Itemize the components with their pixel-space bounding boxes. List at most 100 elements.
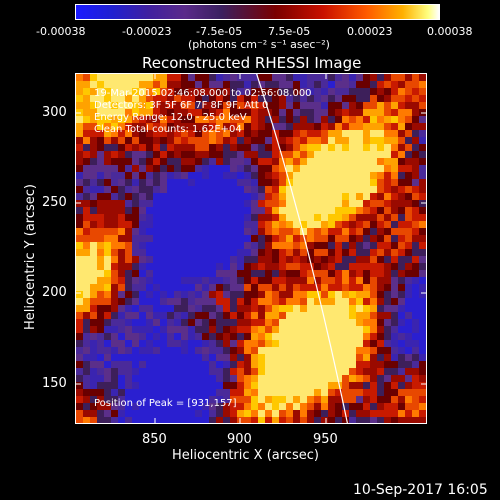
heatmap-cell xyxy=(223,319,230,326)
heatmap-cell xyxy=(279,417,286,423)
heatmap-cell xyxy=(237,123,244,130)
heatmap-cell xyxy=(146,95,153,102)
heatmap-cell xyxy=(216,291,223,298)
heatmap-cell xyxy=(265,284,272,291)
heatmap-cell xyxy=(202,312,209,319)
heatmap-cell xyxy=(146,165,153,172)
heatmap-cell xyxy=(174,235,181,242)
heatmap-cell xyxy=(139,396,146,403)
heatmap-cell xyxy=(377,291,384,298)
heatmap-cell xyxy=(356,277,363,284)
heatmap-cell xyxy=(223,95,230,102)
heatmap-cell xyxy=(237,130,244,137)
heatmap-cell xyxy=(272,221,279,228)
heatmap-cell xyxy=(209,403,216,410)
heatmap-cell xyxy=(307,333,314,340)
heatmap-cell xyxy=(125,382,132,389)
heatmap-cell xyxy=(83,242,90,249)
heatmap-cell xyxy=(104,298,111,305)
heatmap-cell xyxy=(97,270,104,277)
heatmap-cell xyxy=(237,109,244,116)
heatmap-cell xyxy=(181,144,188,151)
heatmap-cell xyxy=(230,368,237,375)
heatmap-cell xyxy=(244,249,251,256)
heatmap-cell xyxy=(307,165,314,172)
heatmap-cell xyxy=(195,396,202,403)
heatmap-cell xyxy=(251,389,258,396)
heatmap-cell xyxy=(391,137,398,144)
heatmap-cell xyxy=(258,403,265,410)
heatmap-cell xyxy=(258,102,265,109)
heatmap-cell xyxy=(188,158,195,165)
heatmap-cell xyxy=(125,242,132,249)
heatmap-cell xyxy=(405,396,412,403)
heatmap-cell xyxy=(153,347,160,354)
heatmap-cell xyxy=(321,319,328,326)
heatmap-cell xyxy=(237,410,244,417)
heatmap-cell xyxy=(314,74,321,81)
heatmap-cell xyxy=(314,347,321,354)
heatmap-cell xyxy=(90,144,97,151)
heatmap-cell xyxy=(118,172,125,179)
heatmap-cell xyxy=(279,109,286,116)
heatmap-cell xyxy=(76,340,83,347)
heatmap-cell xyxy=(258,74,265,81)
heatmap-cell xyxy=(314,116,321,123)
heatmap-cell xyxy=(111,95,118,102)
heatmap-cell xyxy=(202,319,209,326)
heatmap-cell xyxy=(174,137,181,144)
heatmap-cell xyxy=(342,319,349,326)
heatmap-cell xyxy=(321,235,328,242)
heatmap-cell xyxy=(286,193,293,200)
heatmap-cell xyxy=(90,165,97,172)
heatmap-cell xyxy=(265,207,272,214)
heatmap-cell xyxy=(104,417,111,423)
heatmap-cell xyxy=(314,130,321,137)
heatmap-cell xyxy=(223,221,230,228)
heatmap-cell xyxy=(405,102,412,109)
heatmap-cell xyxy=(342,263,349,270)
heatmap-cell xyxy=(328,116,335,123)
heatmap-cell xyxy=(300,144,307,151)
heatmap-cell xyxy=(83,116,90,123)
heatmap-cell xyxy=(412,263,419,270)
heatmap-cell xyxy=(279,88,286,95)
heatmap-cell xyxy=(286,221,293,228)
heatmap-cell xyxy=(321,151,328,158)
heatmap-cell xyxy=(104,102,111,109)
heatmap-cell xyxy=(335,396,342,403)
heatmap-cell xyxy=(209,249,216,256)
heatmap-cell xyxy=(237,249,244,256)
heatmap-cell xyxy=(300,389,307,396)
heatmap-cell xyxy=(307,102,314,109)
heatmap-cell xyxy=(300,158,307,165)
heatmap-cell xyxy=(188,95,195,102)
heatmap-cell xyxy=(314,361,321,368)
heatmap-cell xyxy=(307,305,314,312)
heatmap-cell xyxy=(272,270,279,277)
colorbar-tick-label: 7.5e-05 xyxy=(268,25,311,38)
heatmap-cell xyxy=(174,179,181,186)
heatmap-cell xyxy=(153,312,160,319)
heatmap-cell xyxy=(356,410,363,417)
heatmap-cell xyxy=(181,200,188,207)
heatmap-cell xyxy=(314,263,321,270)
heatmap-cell xyxy=(160,291,167,298)
heatmap-cell xyxy=(258,158,265,165)
heatmap-cell xyxy=(286,333,293,340)
heatmap-cell xyxy=(174,165,181,172)
heatmap-cell xyxy=(258,347,265,354)
heatmap-cell xyxy=(307,81,314,88)
heatmap-cell xyxy=(174,151,181,158)
heatmap-cell xyxy=(251,74,258,81)
heatmap-cell xyxy=(286,123,293,130)
heatmap-cell xyxy=(104,235,111,242)
heatmap-cell xyxy=(272,179,279,186)
heatmap-cell xyxy=(370,74,377,81)
heatmap-cell xyxy=(419,284,426,291)
heatmap-cell xyxy=(223,326,230,333)
heatmap-cell xyxy=(370,158,377,165)
heatmap-cell xyxy=(174,242,181,249)
heatmap-cell xyxy=(153,375,160,382)
heatmap-cell xyxy=(342,221,349,228)
